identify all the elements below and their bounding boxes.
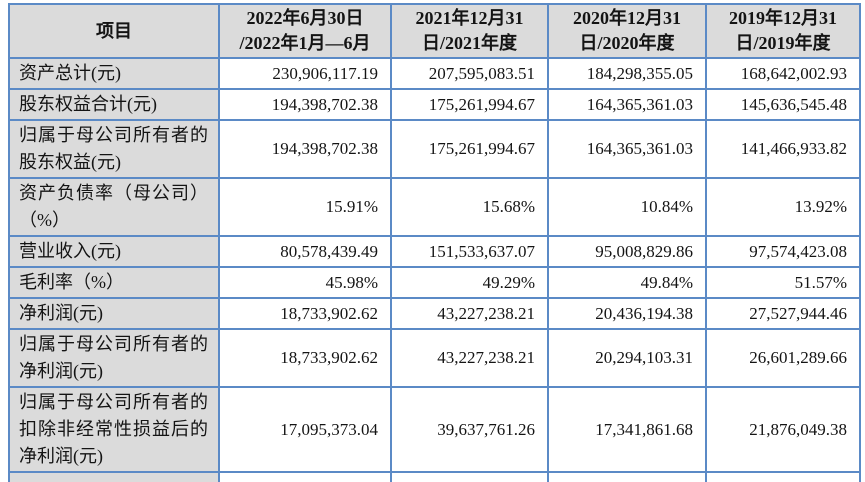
cell-value-clipped	[218, 471, 392, 482]
cell-value: 230,906,117.19	[218, 57, 392, 90]
cell-value: 141,466,933.82	[705, 119, 861, 179]
table-row: 毛利率（%） 45.98% 49.29% 49.84% 51.57%	[8, 266, 861, 299]
cell-value: 49.84%	[547, 266, 707, 299]
cell-value: 27,527,944.46	[705, 297, 861, 330]
cell-value-clipped	[547, 471, 707, 482]
row-label: 营业收入(元)	[8, 235, 220, 268]
cell-value: 15.91%	[218, 177, 392, 237]
header-row: 项目 2022年6月30日 /2022年1月—6月 2021年12月31 日/2…	[8, 3, 861, 59]
cell-value: 145,636,545.48	[705, 88, 861, 121]
cell-value: 175,261,994.67	[390, 119, 549, 179]
cell-value: 10.84%	[547, 177, 707, 237]
cell-value: 20,294,103.31	[547, 328, 707, 388]
row-label: 归属于母公司所有者的扣除非经常性损益后的净利润(元)	[8, 386, 220, 473]
row-label: 归属于母公司所有者的股东权益(元)	[8, 119, 220, 179]
row-label-clipped	[8, 471, 220, 482]
table-row: 归属于母公司所有者的扣除非经常性损益后的净利润(元) 17,095,373.04…	[8, 386, 861, 473]
column-header-2021: 2021年12月31 日/2021年度	[390, 3, 549, 59]
column-header-2020: 2020年12月31 日/2020年度	[547, 3, 707, 59]
table-row: 营业收入(元) 80,578,439.49 151,533,637.07 95,…	[8, 235, 861, 268]
cell-value: 80,578,439.49	[218, 235, 392, 268]
cell-value: 45.98%	[218, 266, 392, 299]
cell-value: 49.29%	[390, 266, 549, 299]
cell-value: 20,436,194.38	[547, 297, 707, 330]
column-header-2019: 2019年12月31 日/2019年度	[705, 3, 861, 59]
cell-value: 39,637,761.26	[390, 386, 549, 473]
cell-value: 194,398,702.38	[218, 119, 392, 179]
financial-summary-table: 项目 2022年6月30日 /2022年1月—6月 2021年12月31 日/2…	[8, 3, 861, 482]
cell-value: 168,642,002.93	[705, 57, 861, 90]
cell-value: 18,733,902.62	[218, 297, 392, 330]
cell-value: 175,261,994.67	[390, 88, 549, 121]
row-label: 资产负债率（母公司）（%）	[8, 177, 220, 237]
table-row-clipped	[8, 471, 861, 482]
column-header-2022: 2022年6月30日 /2022年1月—6月	[218, 3, 392, 59]
row-label: 股东权益合计(元)	[8, 88, 220, 121]
row-label: 净利润(元)	[8, 297, 220, 330]
table-row: 资产总计(元) 230,906,117.19 207,595,083.51 18…	[8, 57, 861, 90]
table-row: 归属于母公司所有者的股东权益(元) 194,398,702.38 175,261…	[8, 119, 861, 179]
table-row: 资产负债率（母公司）（%） 15.91% 15.68% 10.84% 13.92…	[8, 177, 861, 237]
cell-value: 184,298,355.05	[547, 57, 707, 90]
cell-value: 164,365,361.03	[547, 88, 707, 121]
cell-value-clipped	[390, 471, 549, 482]
cell-value: 26,601,289.66	[705, 328, 861, 388]
table-row: 股东权益合计(元) 194,398,702.38 175,261,994.67 …	[8, 88, 861, 121]
cell-value: 51.57%	[705, 266, 861, 299]
cell-value: 164,365,361.03	[547, 119, 707, 179]
column-header-item: 项目	[8, 3, 220, 59]
cell-value: 194,398,702.38	[218, 88, 392, 121]
cell-value: 15.68%	[390, 177, 549, 237]
cell-value-clipped	[705, 471, 861, 482]
cell-value: 17,095,373.04	[218, 386, 392, 473]
cell-value: 21,876,049.38	[705, 386, 861, 473]
cell-value: 17,341,861.68	[547, 386, 707, 473]
cell-value: 13.92%	[705, 177, 861, 237]
cell-value: 207,595,083.51	[390, 57, 549, 90]
cell-value: 97,574,423.08	[705, 235, 861, 268]
row-label: 归属于母公司所有者的净利润(元)	[8, 328, 220, 388]
cell-value: 43,227,238.21	[390, 297, 549, 330]
cell-value: 95,008,829.86	[547, 235, 707, 268]
table-row: 归属于母公司所有者的净利润(元) 18,733,902.62 43,227,23…	[8, 328, 861, 388]
table-row: 净利润(元) 18,733,902.62 43,227,238.21 20,43…	[8, 297, 861, 330]
cell-value: 18,733,902.62	[218, 328, 392, 388]
cell-value: 151,533,637.07	[390, 235, 549, 268]
column-header-text: 项目	[96, 20, 132, 41]
row-label: 资产总计(元)	[8, 57, 220, 90]
row-label: 毛利率（%）	[8, 266, 220, 299]
cell-value: 43,227,238.21	[390, 328, 549, 388]
